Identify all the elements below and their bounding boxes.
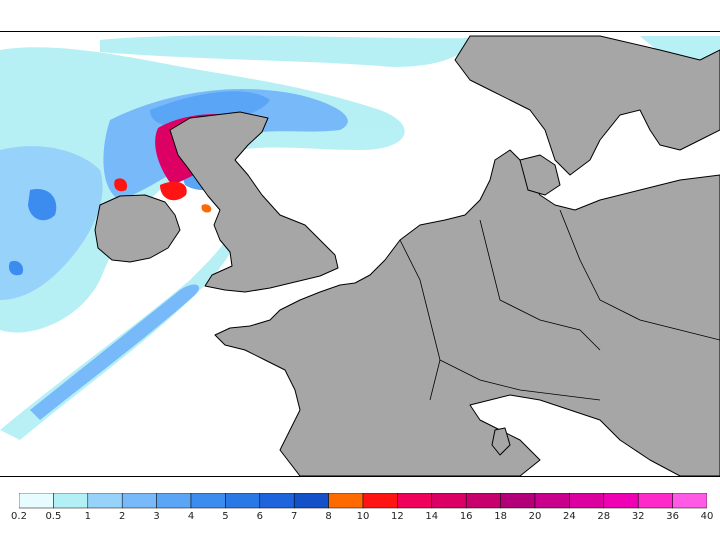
legend-tick-label: 20 [528,511,542,522]
legend-tick-label: 36 [666,511,679,522]
legend-swatch [87,493,123,509]
legend-tick-label: 28 [597,511,611,522]
legend-swatch [121,493,157,509]
legend-tick-label: 10 [356,511,370,522]
legend-tick-label: 0.5 [45,511,62,522]
legend-swatch [293,493,329,509]
legend-tick-label: 14 [425,511,439,522]
legend-tick-label: 16 [459,511,473,522]
legend-tick-label: 8 [325,511,332,522]
legend-tick-label: 5 [222,511,229,522]
legend-tick-label: 7 [291,511,298,522]
legend-tick-label: 18 [494,511,507,522]
legend-swatch [225,493,261,509]
legend-tick-labels: 0.2 0.5 1 2 3 4 5 6 7 8 10 12 14 16 18 20 24 28 32 36 40 [0,511,720,527]
legend-swatch [569,493,605,509]
legend-swatch [534,493,570,509]
legend-swatch [19,493,54,509]
legend-swatch [431,493,467,509]
legend-swatch [362,493,398,509]
legend-swatch [53,493,89,509]
legend-swatch [672,493,707,509]
legend-tick-label: 6 [256,511,263,522]
legend-swatch [465,493,501,509]
land [94,35,720,476]
legend-swatch [397,493,433,509]
legend-tick-label: 24 [563,511,576,522]
legend-tick-label: 40 [700,511,714,522]
legend-swatch [603,493,639,509]
legend-swatch [259,493,295,509]
legend-swatch [500,493,536,509]
legend-tick-label: 4 [187,511,195,522]
precipitation-map [0,31,720,477]
legend-tick-label: 32 [631,511,645,522]
legend-tick-label: 0.2 [11,511,27,522]
borders [399,209,720,401]
legend-tick-label: 3 [153,511,160,522]
precip-medium [0,89,348,420]
legend-swatch [637,493,673,509]
color-scale-legend [19,493,707,509]
legend-swatch [328,493,364,509]
legend-tick-label: 12 [391,511,404,522]
legend-tick-label: 1 [84,511,91,522]
legend-swatch [190,493,226,509]
legend-tick-label: 2 [119,511,126,522]
legend-swatch [156,493,192,509]
